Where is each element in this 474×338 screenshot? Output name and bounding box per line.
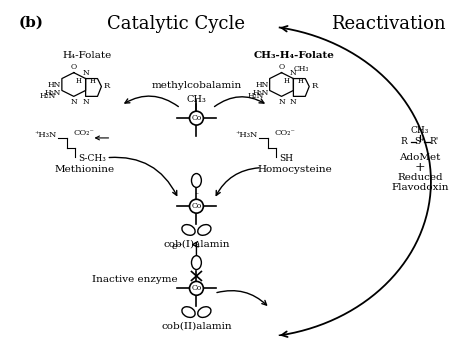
Text: H₂N: H₂N [39,92,56,100]
Text: H₂N: H₂N [45,90,61,97]
Text: R: R [401,137,408,146]
Text: HN: HN [255,80,269,89]
Text: CH₃-H₄-Folate: CH₃-H₄-Folate [254,51,335,60]
Text: H: H [76,76,82,84]
Text: Co: Co [191,114,201,122]
Text: Co: Co [191,202,201,210]
Text: Reactivation: Reactivation [331,15,446,33]
Text: CH₃: CH₃ [411,125,429,135]
Text: N: N [290,69,297,77]
Text: N: N [290,98,297,106]
Text: H₂N: H₂N [252,90,269,97]
Text: cob(I)alamin: cob(I)alamin [163,240,230,249]
Text: methylcobalamin: methylcobalamin [151,81,242,91]
Text: ·: · [195,271,198,282]
Text: R': R' [429,137,438,146]
Text: ⁺H₃N: ⁺H₃N [35,131,57,139]
Text: O: O [278,63,284,71]
Text: (b): (b) [18,15,43,29]
Text: N: N [82,98,89,106]
Text: cob(II)alamin: cob(II)alamin [161,322,232,331]
Circle shape [190,111,203,125]
Text: H: H [283,76,290,84]
Text: H: H [297,76,303,84]
Text: e⁻: e⁻ [172,242,183,251]
Circle shape [190,199,203,213]
Text: Homocysteine: Homocysteine [258,165,333,174]
Text: H₂N: H₂N [247,92,264,100]
Text: Catalytic Cycle: Catalytic Cycle [107,15,245,33]
Ellipse shape [198,224,211,235]
Text: H: H [90,76,96,84]
Text: Co: Co [191,284,201,292]
Text: SH: SH [280,154,293,163]
Circle shape [190,282,203,295]
Text: CO₂⁻: CO₂⁻ [274,129,295,137]
Text: N: N [278,98,285,106]
Text: +: + [415,161,425,174]
Text: ⁺H₃N: ⁺H₃N [236,131,258,139]
Ellipse shape [182,307,195,317]
Text: H₄-Folate: H₄-Folate [62,51,111,60]
Text: HN: HN [47,80,61,89]
Ellipse shape [182,224,195,235]
Text: N: N [82,69,89,77]
Text: Methionine: Methionine [55,165,115,174]
Ellipse shape [191,256,201,269]
Text: Flavodoxin: Flavodoxin [392,183,449,192]
Text: AdoMet: AdoMet [400,153,441,162]
Text: R: R [103,82,109,91]
Text: CH₃: CH₃ [186,95,206,104]
Ellipse shape [198,307,211,317]
Text: ··: ·· [194,190,199,199]
Text: N: N [70,98,77,106]
Ellipse shape [191,173,201,187]
Text: Inactive enzyme: Inactive enzyme [91,275,177,284]
Text: Reduced: Reduced [397,173,443,182]
Text: CH₃: CH₃ [293,65,309,73]
Text: O: O [71,63,77,71]
Text: S⁺: S⁺ [415,137,426,146]
Text: CO₂⁻: CO₂⁻ [74,129,95,137]
Text: S-CH₃: S-CH₃ [79,154,107,163]
Text: R: R [311,82,318,91]
